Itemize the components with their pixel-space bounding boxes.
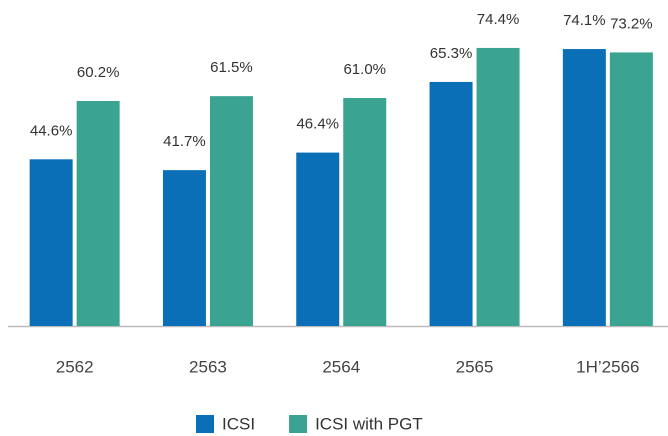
- bar: [76, 101, 120, 326]
- x-tick-label: 1H’2566: [576, 357, 639, 376]
- value-label: 74.4%: [477, 11, 520, 28]
- value-label: 41.7%: [163, 133, 206, 150]
- value-label: 61.0%: [343, 61, 386, 78]
- legend-label: ICSI with PGT: [315, 414, 423, 433]
- legend-swatch: [289, 415, 308, 433]
- value-label: 65.3%: [430, 45, 473, 62]
- value-label: 60.2%: [77, 64, 120, 81]
- x-tick-label: 2564: [322, 357, 360, 376]
- bar: [562, 49, 606, 327]
- bar: [296, 152, 340, 326]
- bar: [343, 98, 387, 326]
- value-label: 46.4%: [296, 116, 339, 133]
- bar: [29, 159, 73, 326]
- x-tick-label: 2563: [189, 357, 227, 376]
- x-tick-label: 2565: [456, 357, 494, 376]
- bar: [609, 52, 653, 326]
- legend-label: ICSI: [222, 414, 255, 433]
- value-label: 73.2%: [610, 15, 653, 32]
- bar: [209, 96, 253, 326]
- bar: [429, 81, 473, 326]
- bar: [162, 170, 206, 326]
- value-label: 61.5%: [210, 59, 253, 76]
- value-label: 74.1%: [563, 12, 606, 29]
- value-label: 44.6%: [30, 122, 73, 139]
- x-tick-label: 2562: [56, 357, 94, 376]
- legend-swatch: [196, 415, 214, 433]
- bar: [476, 47, 520, 327]
